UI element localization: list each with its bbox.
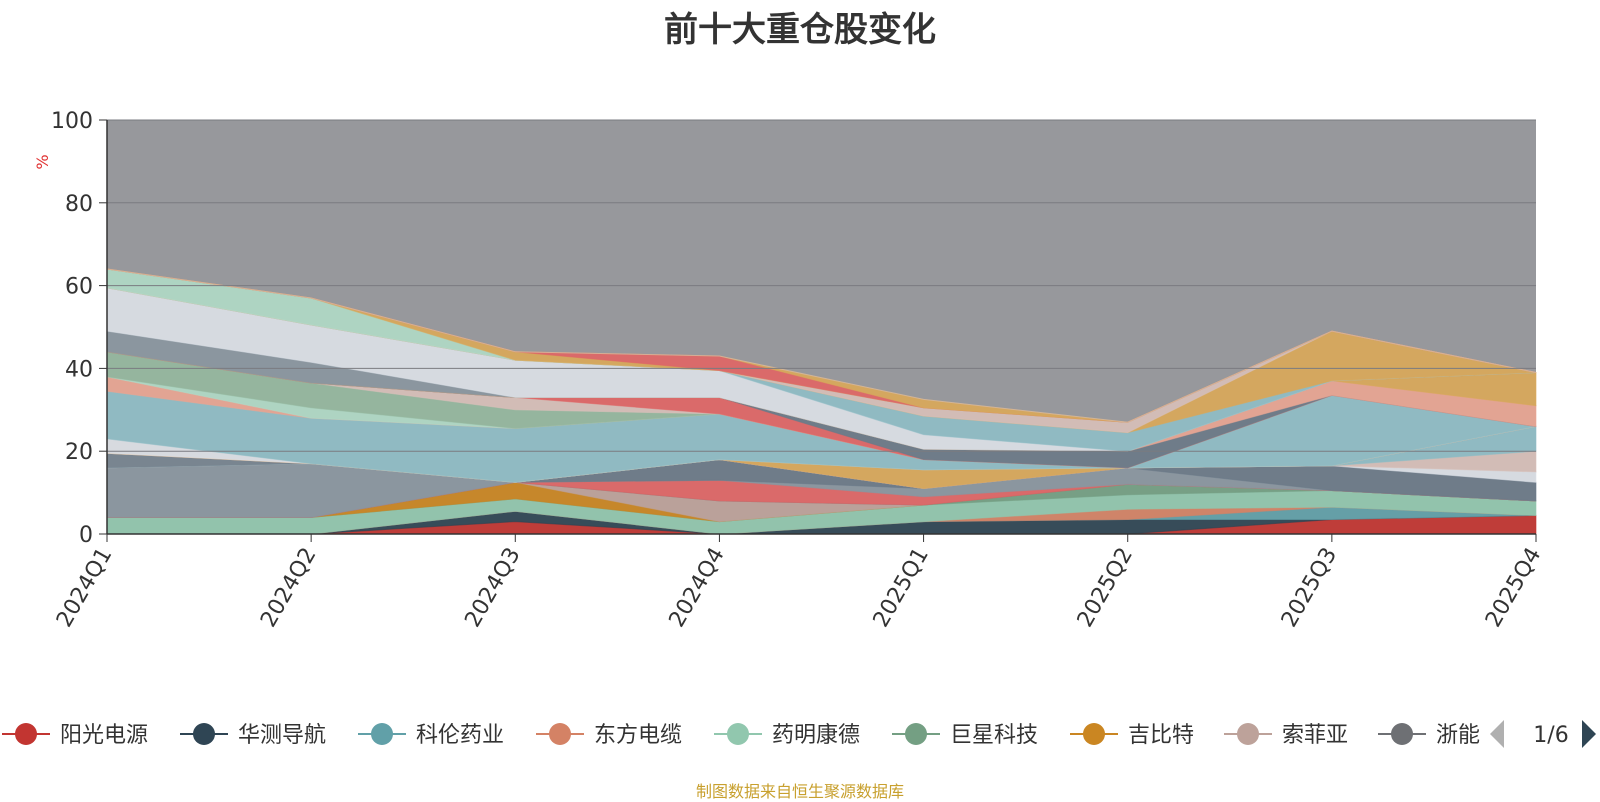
legend-prev-icon[interactable] xyxy=(1490,720,1504,748)
legend-label: 巨星科技 xyxy=(950,723,1038,748)
y-tick-label: 80 xyxy=(65,192,93,217)
y-axis-label: % xyxy=(33,154,52,169)
legend-page-label: 1/6 xyxy=(1533,723,1568,748)
legend-marker xyxy=(905,723,927,745)
legend-label: 科伦药业 xyxy=(416,723,504,748)
y-tick-label: 60 xyxy=(65,275,93,300)
legend-marker xyxy=(193,723,215,745)
x-tick-label: 2025Q1 xyxy=(869,544,934,632)
legend-marker xyxy=(1237,723,1259,745)
x-tick-label: 2025Q2 xyxy=(1073,544,1138,632)
x-tick-label: 2025Q4 xyxy=(1481,544,1546,632)
legend-label: 华测导航 xyxy=(238,723,326,748)
legend-item[interactable]: 阳光电源 xyxy=(2,723,148,748)
legend-label: 吉比特 xyxy=(1128,723,1194,748)
legend-item[interactable]: 吉比特 xyxy=(1070,723,1194,748)
legend-item[interactable]: 东方电缆 xyxy=(536,723,682,748)
y-tick-label: 20 xyxy=(65,440,93,465)
legend-marker xyxy=(371,723,393,745)
legend-label: 药明康德 xyxy=(772,723,860,748)
legend-item[interactable]: 索菲亚 xyxy=(1224,723,1348,748)
legend-label: 阳光电源 xyxy=(60,723,148,748)
x-tick-label: 2024Q2 xyxy=(256,544,321,632)
x-tick-label: 2024Q3 xyxy=(460,544,525,632)
y-tick-label: 100 xyxy=(51,109,93,134)
legend-marker xyxy=(1391,723,1413,745)
legend-item[interactable]: 药明康德 xyxy=(714,723,860,748)
area-series-37 xyxy=(106,268,1537,423)
legend-label: 浙能 xyxy=(1436,723,1480,748)
legend-item[interactable]: 科伦药业 xyxy=(358,723,504,748)
x-tick-label: 2024Q1 xyxy=(52,544,117,632)
legend-label: 东方电缆 xyxy=(594,723,682,748)
legend-marker xyxy=(727,723,749,745)
legend-item[interactable]: 浙能 xyxy=(1378,723,1480,748)
legend-item[interactable]: 华测导航 xyxy=(180,723,326,748)
legend-item[interactable]: 巨星科技 xyxy=(892,723,1038,748)
legend-marker xyxy=(1083,723,1105,745)
legend-marker xyxy=(549,723,571,745)
legend-next-icon[interactable] xyxy=(1582,720,1596,748)
y-tick-label: 40 xyxy=(65,357,93,382)
x-tick-label: 2025Q3 xyxy=(1277,544,1342,632)
legend-marker xyxy=(15,723,37,745)
source-note: 制图数据来自恒生聚源数据库 xyxy=(695,782,904,801)
y-tick-label: 0 xyxy=(79,523,93,548)
x-tick-label: 2024Q4 xyxy=(665,544,730,632)
chart-title: 前十大重仓股变化 xyxy=(664,10,936,50)
legend-label: 索菲亚 xyxy=(1282,723,1348,748)
